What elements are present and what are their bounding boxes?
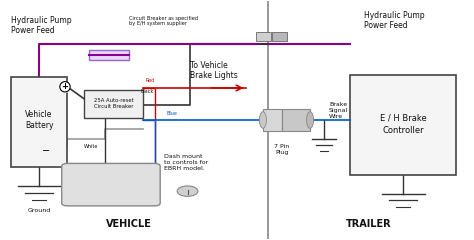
Text: E / H Brake
Controller: E / H Brake Controller <box>380 114 427 136</box>
Bar <box>263 109 282 131</box>
Text: Vehicle
Battery: Vehicle Battery <box>25 110 54 130</box>
Ellipse shape <box>307 112 314 128</box>
Text: Ground: Ground <box>27 208 51 213</box>
Text: TRAILER: TRAILER <box>346 219 392 229</box>
Bar <box>256 31 271 41</box>
Text: 7 Pin
Plug: 7 Pin Plug <box>274 144 290 155</box>
Text: Dash mount
to controls for
EBRH model.: Dash mount to controls for EBRH model. <box>164 154 208 171</box>
Bar <box>84 90 143 118</box>
Text: To Vehicle
Brake Lights: To Vehicle Brake Lights <box>190 61 237 80</box>
Text: Hydraulic Pump
Power Feed: Hydraulic Pump Power Feed <box>11 16 72 35</box>
Text: Blue: Blue <box>166 111 177 116</box>
Text: Black: Black <box>140 89 154 94</box>
Bar <box>11 77 67 168</box>
FancyBboxPatch shape <box>62 163 160 206</box>
Text: Hydraulic Pump
Power Feed: Hydraulic Pump Power Feed <box>364 11 425 30</box>
Text: White: White <box>84 144 98 149</box>
Bar <box>273 31 287 41</box>
Bar <box>89 50 128 60</box>
Text: VEHICLE: VEHICLE <box>106 219 152 229</box>
Text: Brake
Signal
Wire: Brake Signal Wire <box>329 102 348 119</box>
Text: −: − <box>42 146 50 156</box>
Text: ●: ● <box>60 80 71 93</box>
Text: Red: Red <box>145 78 155 83</box>
Text: Circuit Breaker as specified
by E/H system supplier: Circuit Breaker as specified by E/H syst… <box>128 16 198 26</box>
Circle shape <box>177 186 198 196</box>
Ellipse shape <box>259 112 266 128</box>
Bar <box>282 109 310 131</box>
Bar <box>350 75 456 174</box>
Text: +: + <box>62 82 69 91</box>
Text: 25A Auto-reset
Circuit Breaker: 25A Auto-reset Circuit Breaker <box>94 98 133 109</box>
